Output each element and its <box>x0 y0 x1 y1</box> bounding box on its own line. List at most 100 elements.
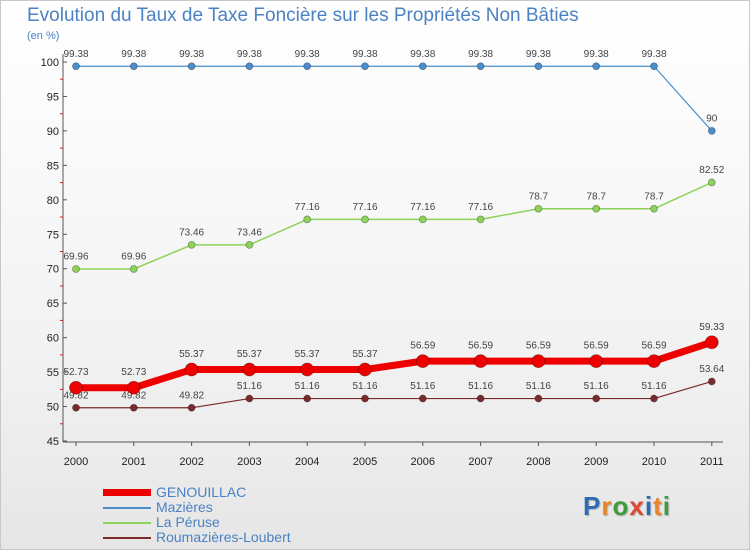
data-point-mazi-res <box>245 62 254 71</box>
data-label-genouillac: 56.59 <box>410 341 435 352</box>
legend-label-genouillac: GENOUILLAC <box>156 484 247 500</box>
data-point-roumazi-res-loubert <box>187 403 196 412</box>
proxiti-logo: Proxiti <box>583 491 671 521</box>
data-point-genouillac <box>126 380 141 395</box>
data-point-roumazi-res-loubert <box>707 377 716 386</box>
data-point-roumazi-res-loubert <box>361 394 369 403</box>
data-label-roumazi-res-loubert: 51.16 <box>468 381 493 392</box>
x-tick-label: 2002 <box>179 456 203 468</box>
data-point-roumazi-res-loubert <box>650 394 658 403</box>
legend-swatch-roumazi-res-loubert <box>103 536 151 539</box>
data-point-roumazi-res-loubert <box>72 403 80 412</box>
data-label-roumazi-res-loubert: 51.16 <box>526 381 551 392</box>
data-point-mazi-res <box>418 62 427 71</box>
data-point-genouillac <box>358 362 372 377</box>
data-label-roumazi-res-loubert: 51.16 <box>295 381 320 392</box>
data-label-genouillac: 55.37 <box>295 349 320 360</box>
x-tick-label: 2006 <box>411 456 435 468</box>
y-tick-label: 55 <box>47 367 59 379</box>
data-point-la-p-ruse <box>418 215 427 224</box>
legend-item-genouillac: GENOUILLAC <box>103 485 363 500</box>
x-tick-label: 2009 <box>584 456 608 468</box>
data-label-genouillac: 59.33 <box>699 322 724 333</box>
data-label-la-p-ruse: 69.96 <box>121 252 146 263</box>
data-label-mazi-res: 90 <box>706 113 718 124</box>
legend-label-roumazi-res-loubert: Roumazières-Loubert <box>156 529 291 545</box>
data-point-la-p-ruse <box>592 204 601 213</box>
data-label-genouillac: 52.73 <box>63 367 88 378</box>
data-label-mazi-res: 99.38 <box>121 49 146 60</box>
data-point-roumazi-res-loubert <box>476 394 485 403</box>
x-tick-label: 2005 <box>353 456 377 468</box>
y-tick-label: 65 <box>47 298 59 310</box>
series-line-roumazi-res-loubert <box>75 380 713 409</box>
data-point-mazi-res <box>534 62 543 71</box>
data-label-genouillac: 56.59 <box>584 341 609 352</box>
data-point-mazi-res <box>361 62 369 71</box>
data-point-mazi-res <box>129 62 138 71</box>
x-tick-label: 2001 <box>122 456 146 468</box>
data-label-roumazi-res-loubert: 51.16 <box>237 381 262 392</box>
y-tick-label: 95 <box>47 91 59 103</box>
legend-item-mazi-res: Mazières <box>103 500 363 515</box>
unit-label: (en %) <box>27 30 60 42</box>
legend-label-la-p-ruse: La Péruse <box>156 514 220 530</box>
data-label-roumazi-res-loubert: 51.16 <box>641 381 666 392</box>
series-line-genouillac <box>72 338 716 392</box>
legend-swatch-mazi-res <box>103 506 151 509</box>
data-label-la-p-ruse: 78.7 <box>586 191 606 202</box>
series-line-la-p-ruse <box>75 181 713 270</box>
data-label-roumazi-res-loubert: 53.64 <box>699 364 724 375</box>
data-point-mazi-res <box>476 62 485 71</box>
x-tick-label: 2007 <box>468 456 492 468</box>
x-tick-label: 2004 <box>295 456 319 468</box>
data-label-mazi-res: 99.38 <box>295 49 320 60</box>
data-point-mazi-res <box>187 62 196 71</box>
legend-item-la-p-ruse: La Péruse <box>103 515 363 530</box>
x-tick-label: 2011 <box>700 456 724 468</box>
series-line-mazi-res <box>75 65 713 132</box>
data-label-la-p-ruse: 77.16 <box>468 202 493 213</box>
data-label-mazi-res: 99.38 <box>526 49 551 60</box>
data-point-genouillac <box>531 354 546 369</box>
y-tick-label: 85 <box>47 160 59 172</box>
data-label-roumazi-res-loubert: 49.82 <box>121 390 146 401</box>
data-label-la-p-ruse: 69.96 <box>63 252 88 263</box>
data-point-la-p-ruse <box>245 240 254 249</box>
data-point-genouillac <box>473 354 488 369</box>
data-point-mazi-res <box>303 62 312 71</box>
data-label-la-p-ruse: 82.52 <box>699 165 724 176</box>
legend-swatch-genouillac <box>103 489 151 496</box>
y-tick-label: 100 <box>41 57 59 69</box>
data-point-roumazi-res-loubert <box>418 394 427 403</box>
data-label-mazi-res: 99.38 <box>179 49 204 60</box>
data-point-genouillac <box>242 362 257 377</box>
data-label-genouillac: 56.59 <box>468 341 493 352</box>
data-label-la-p-ruse: 77.16 <box>352 202 377 213</box>
y-tick-label: 90 <box>47 126 59 138</box>
legend: GENOUILLAC Mazières La Péruse Roumazières-L… <box>103 485 363 545</box>
y-tick-label: 70 <box>47 264 59 276</box>
data-label-roumazi-res-loubert: 51.16 <box>410 381 435 392</box>
data-label-mazi-res: 99.38 <box>352 49 377 60</box>
data-point-la-p-ruse <box>72 265 80 273</box>
y-tick-label: 80 <box>47 195 59 207</box>
data-point-genouillac <box>300 362 315 377</box>
data-label-roumazi-res-loubert: 49.82 <box>179 390 204 401</box>
data-point-genouillac <box>69 380 83 395</box>
data-label-la-p-ruse: 77.16 <box>410 202 435 213</box>
data-point-roumazi-res-loubert <box>303 394 312 403</box>
data-label-mazi-res: 99.38 <box>468 49 493 60</box>
data-point-roumazi-res-loubert <box>592 394 601 403</box>
data-label-mazi-res: 99.38 <box>237 49 262 60</box>
data-point-la-p-ruse <box>361 215 369 224</box>
data-point-la-p-ruse <box>707 178 716 187</box>
data-point-la-p-ruse <box>187 240 196 249</box>
data-point-genouillac <box>647 354 661 369</box>
x-tick-label: 2010 <box>642 456 666 468</box>
y-tick-label: 45 <box>47 436 59 448</box>
data-point-mazi-res <box>650 62 658 71</box>
data-label-mazi-res: 99.38 <box>584 49 609 60</box>
data-point-mazi-res <box>72 62 80 71</box>
